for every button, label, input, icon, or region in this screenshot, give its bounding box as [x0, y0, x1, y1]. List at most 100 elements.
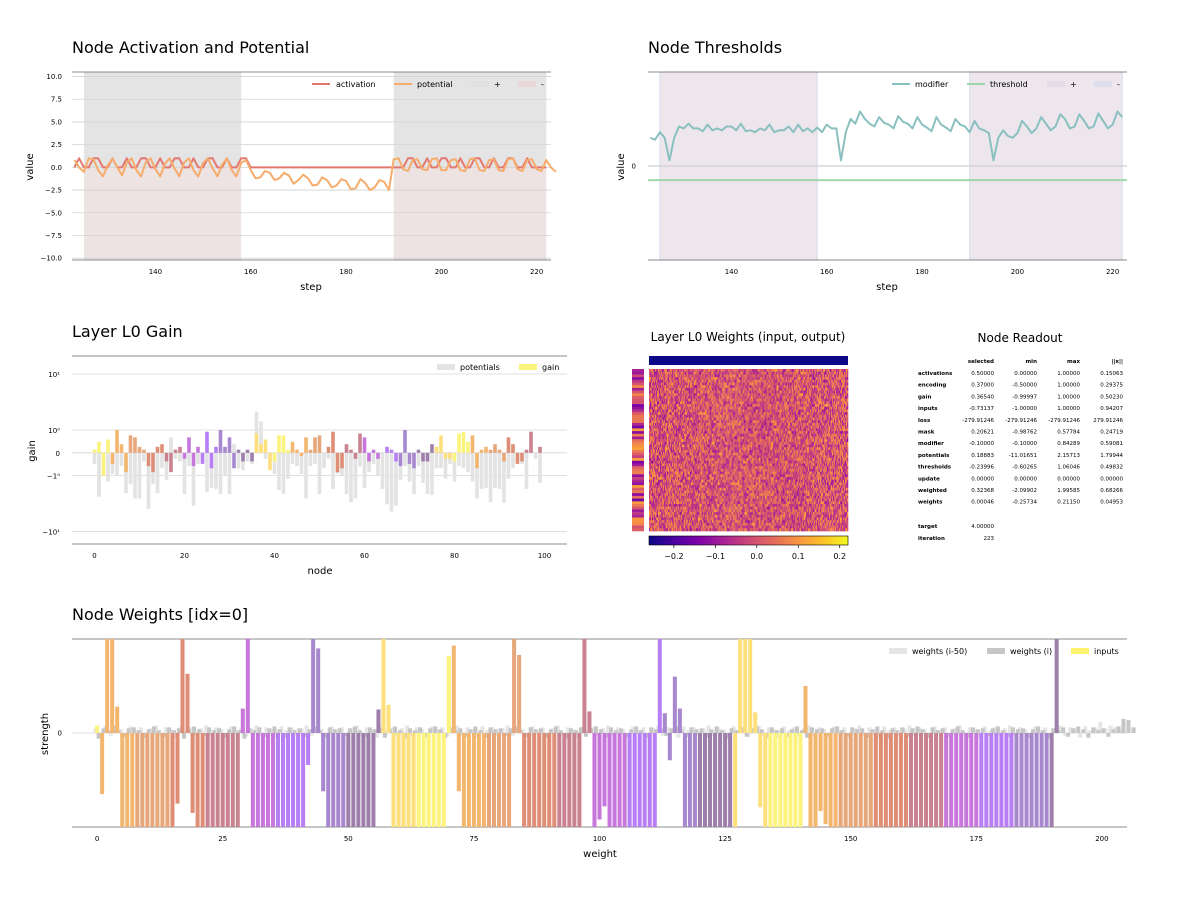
heatmap-cell — [720, 393, 722, 397]
heatmap-cell — [761, 401, 763, 405]
heatmap-cell — [658, 412, 661, 416]
heatmap-cell — [772, 406, 774, 410]
heatmap-cell — [846, 398, 848, 402]
heatmap-cell — [799, 379, 801, 383]
heatmap-cell — [750, 423, 752, 426]
potential-bar — [214, 452, 218, 489]
heatmap-cell — [651, 379, 654, 383]
heatmap-cell — [743, 369, 745, 372]
gain-bar — [317, 435, 322, 453]
heatmap-cell — [815, 417, 817, 421]
heatmap-cell — [816, 398, 818, 402]
side-cell — [632, 450, 644, 453]
heatmap-cell — [839, 393, 841, 397]
heatmap-cell — [838, 390, 840, 394]
heatmap-cell — [671, 396, 674, 399]
heatmap-cell — [717, 420, 719, 424]
heatmap-cell — [708, 379, 710, 383]
heatmap-cell — [738, 423, 740, 426]
heatmap-cell — [670, 409, 673, 413]
heatmap-cell — [653, 390, 656, 394]
heatmap-cell — [828, 385, 830, 389]
heatmap-cell — [662, 374, 665, 378]
heatmap-cell — [706, 409, 708, 413]
heatmap-cell — [661, 404, 664, 408]
heatmap-cell — [826, 387, 828, 391]
heatmap-cell — [761, 377, 763, 381]
heatmap-cell — [800, 382, 802, 386]
heatmap-cell — [703, 371, 706, 375]
heatmap-cell — [823, 414, 825, 418]
heatmap-cell — [760, 412, 762, 416]
heatmap-cell — [833, 396, 835, 399]
potential-bar — [371, 452, 376, 464]
heatmap-cell — [710, 379, 712, 383]
heatmap-cell — [680, 420, 683, 424]
heatmap-cell — [837, 385, 839, 389]
heatmap-cell — [744, 409, 746, 413]
heatmap-cell — [808, 406, 810, 410]
heatmap-cell — [736, 420, 738, 424]
heatmap-cell — [727, 401, 729, 405]
heatmap-cell — [808, 369, 810, 372]
heatmap-cell — [777, 401, 779, 405]
heatmap-cell — [805, 377, 807, 381]
heatmap-cell — [659, 401, 662, 405]
heatmap-cell — [840, 379, 842, 383]
heatmap-cell — [747, 401, 749, 405]
heatmap-cell — [713, 425, 715, 429]
heatmap-cell — [651, 420, 654, 424]
heatmap-cell — [811, 390, 813, 394]
heatmap-cell — [686, 425, 689, 429]
heatmap-cell — [804, 371, 806, 375]
heatmap-cell — [694, 414, 697, 418]
heatmap-cell — [732, 379, 734, 383]
heatmap-cell — [736, 369, 738, 372]
heatmap-cell — [709, 379, 711, 383]
heatmap-cell — [822, 379, 824, 383]
heatmap-cell — [806, 420, 808, 424]
heatmap-cell — [829, 379, 831, 383]
heatmap-cell — [809, 387, 811, 391]
heatmap-cell — [724, 401, 726, 405]
gain-bar — [493, 444, 497, 453]
heatmap-cell — [729, 423, 731, 426]
heatmap-cell — [828, 387, 830, 391]
potential-bar — [299, 452, 304, 474]
heatmap-cell — [792, 406, 794, 410]
heatmap-cell — [696, 385, 699, 389]
heatmap-cell — [651, 371, 654, 375]
heatmap-cell — [796, 417, 798, 421]
heatmap-cell — [653, 420, 656, 424]
heatmap-cell — [817, 369, 819, 372]
heatmap-cell — [705, 428, 708, 432]
heatmap-cell — [808, 382, 810, 386]
heatmap-cell — [675, 414, 678, 418]
heatmap-cell — [668, 404, 671, 408]
heatmap-cell — [669, 423, 672, 426]
heatmap-cell — [657, 401, 660, 405]
heatmap-cell — [771, 382, 773, 386]
heatmap-cell — [670, 401, 673, 405]
heatmap-cell — [720, 387, 722, 391]
heatmap-cell — [830, 406, 832, 410]
heatmap-cell — [708, 417, 710, 421]
heatmap-cell — [679, 412, 682, 416]
gain-bar — [358, 433, 362, 453]
heatmap-cell — [723, 369, 725, 372]
heatmap-cell — [709, 393, 711, 397]
heatmap-cell — [804, 404, 806, 408]
heatmap-cell — [795, 412, 797, 416]
heatmap-cell — [666, 409, 669, 413]
heatmap-cell — [826, 379, 828, 383]
heatmap-cell — [746, 404, 748, 408]
heatmap-cell — [829, 385, 831, 389]
heatmap-cell — [762, 401, 764, 405]
heatmap-cell — [662, 420, 665, 424]
heatmap-cell — [676, 417, 679, 421]
heatmap-cell — [720, 401, 722, 405]
heatmap-cell — [739, 377, 741, 381]
heatmap-cell — [797, 393, 799, 397]
heatmap-cell — [710, 374, 712, 378]
heatmap-cell — [840, 390, 842, 394]
